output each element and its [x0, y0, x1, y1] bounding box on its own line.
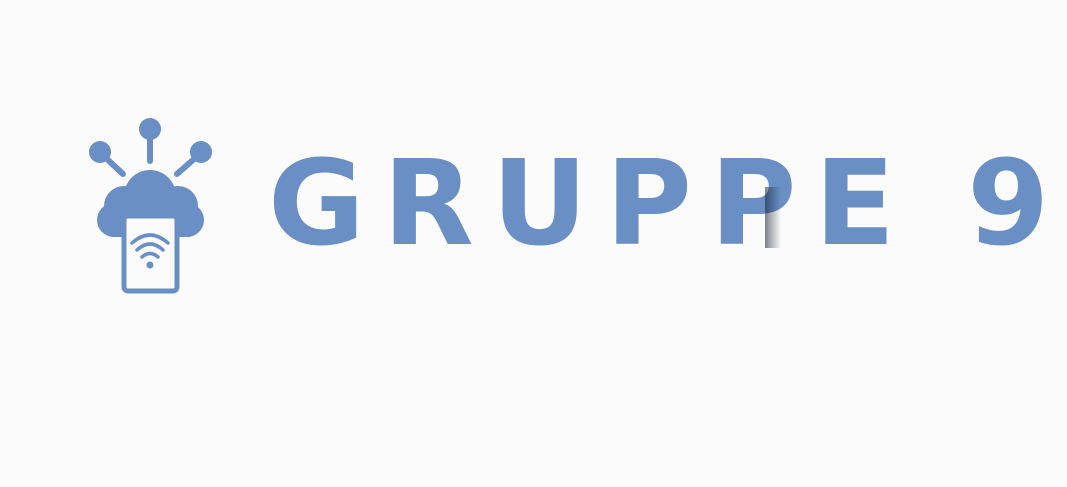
brand-number: 9 [967, 134, 1067, 272]
cloud-tablet-wifi-icon [89, 118, 212, 294]
brand-word: GRUPPE [268, 134, 914, 272]
brand-wordmark: GRUPPE 9 [268, 134, 1067, 272]
